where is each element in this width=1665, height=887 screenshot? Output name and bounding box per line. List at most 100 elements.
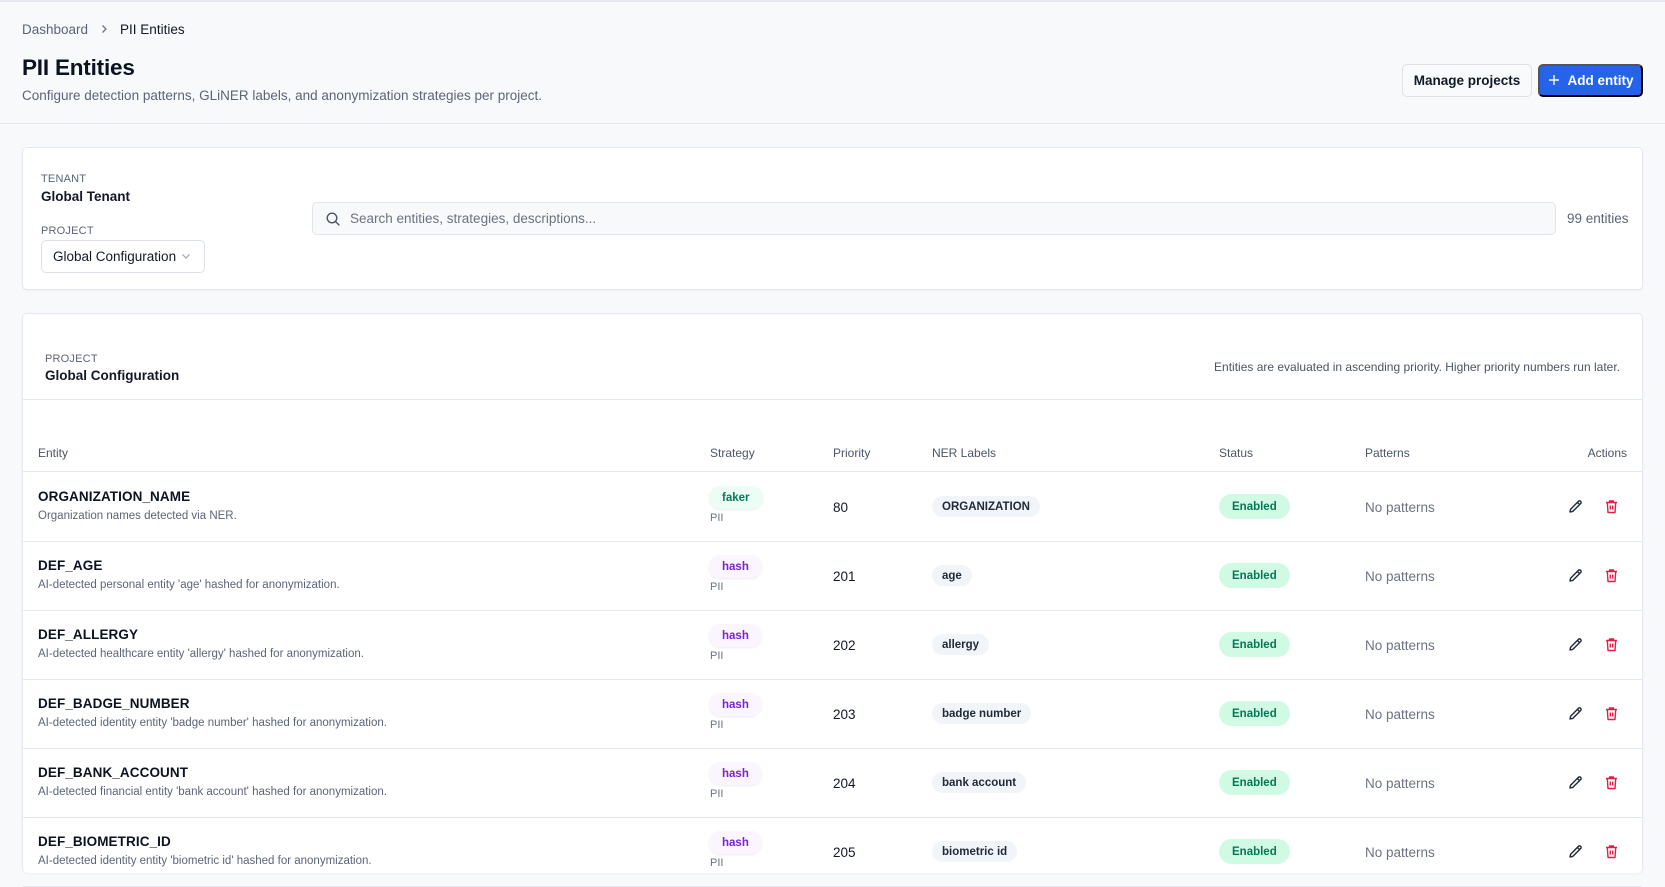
status-badge: Enabled: [1219, 563, 1290, 588]
entity-name: DEF_BADGE_NUMBER: [38, 696, 190, 711]
ner-label-chip: badge number: [932, 703, 1032, 724]
table-row: DEF_BADGE_NUMBER AI-detected identity en…: [23, 680, 1642, 749]
breadcrumb-dashboard-link[interactable]: Dashboard: [22, 22, 89, 37]
trash-icon[interactable]: [1603, 498, 1620, 515]
page-subtitle: Configure detection patterns, GLiNER lab…: [22, 88, 543, 103]
column-header-status: Status: [1219, 446, 1254, 460]
breadcrumb-current: PII Entities: [120, 22, 185, 37]
entity-name: DEF_ALLERGY: [38, 627, 139, 642]
priority-value: 204: [833, 776, 856, 791]
strategy-badge: hash: [709, 624, 762, 647]
project-select[interactable]: Global Configuration: [41, 240, 205, 273]
status-badge: Enabled: [1219, 632, 1290, 657]
patterns-value: No patterns: [1365, 707, 1435, 722]
priority-value: 201: [833, 569, 856, 584]
search-icon: [325, 211, 341, 227]
entity-description: AI-detected identity entity 'badge numbe…: [38, 717, 387, 729]
project-section-header: PROJECT Global Configuration Entities ar…: [23, 314, 1642, 400]
edit-icon[interactable]: [1567, 705, 1584, 722]
ner-label-chip: biometric id: [932, 841, 1018, 862]
manage-projects-button[interactable]: Manage projects: [1402, 64, 1532, 97]
entity-name: ORGANIZATION_NAME: [38, 489, 191, 504]
column-header-ner-labels: NER Labels: [932, 446, 997, 460]
entities-table-card: PROJECT Global Configuration Entities ar…: [22, 313, 1643, 887]
filter-card: TENANT Global Tenant PROJECT Global Conf…: [22, 147, 1643, 290]
ner-label-chip: bank account: [932, 772, 1027, 793]
edit-icon[interactable]: [1567, 567, 1584, 584]
strategy-category: PII: [710, 512, 724, 524]
table-row: DEF_AGE AI-detected personal entity 'age…: [23, 542, 1642, 611]
strategy-badge: faker: [709, 486, 763, 509]
ner-label-chip: age: [932, 565, 972, 586]
patterns-value: No patterns: [1365, 845, 1435, 860]
plus-icon: [1548, 71, 1560, 89]
add-entity-label: Add entity: [1567, 73, 1634, 88]
priority-value: 80: [833, 500, 849, 515]
column-header-patterns: Patterns: [1365, 446, 1410, 460]
strategy-category: PII: [710, 857, 724, 869]
trash-icon[interactable]: [1603, 705, 1620, 722]
section-project-value: Global Configuration: [45, 368, 180, 383]
patterns-value: No patterns: [1365, 500, 1435, 515]
strategy-category: PII: [710, 581, 724, 593]
entity-count: 99 entities: [1567, 211, 1629, 226]
status-badge: Enabled: [1219, 701, 1290, 726]
chevron-right-icon: [99, 23, 109, 37]
table-row: ORGANIZATION_NAME Organization names det…: [23, 473, 1642, 542]
search-input[interactable]: [350, 203, 1545, 234]
entity-name: DEF_BANK_ACCOUNT: [38, 765, 189, 780]
table-header: Entity Strategy Priority NER Labels Stat…: [23, 400, 1642, 472]
section-project-label: PROJECT: [45, 353, 98, 365]
trash-icon[interactable]: [1603, 567, 1620, 584]
strategy-badge: hash: [709, 831, 762, 854]
strategy-badge: hash: [709, 762, 762, 785]
trash-icon[interactable]: [1603, 774, 1620, 791]
priority-value: 203: [833, 707, 856, 722]
status-badge: Enabled: [1219, 770, 1290, 795]
edit-icon[interactable]: [1567, 843, 1584, 860]
trash-icon[interactable]: [1603, 636, 1620, 653]
edit-icon[interactable]: [1567, 774, 1584, 791]
column-header-priority: Priority: [833, 446, 871, 460]
ner-label-chip: allergy: [932, 634, 990, 655]
strategy-badge: hash: [709, 555, 762, 578]
strategy-badge: hash: [709, 693, 762, 716]
priority-value: 205: [833, 845, 856, 860]
patterns-value: No patterns: [1365, 776, 1435, 791]
page-title: PII Entities: [22, 55, 135, 80]
top-border: [0, 0, 1665, 2]
manage-projects-label: Manage projects: [1413, 73, 1521, 88]
table-row: DEF_ALLERGY AI-detected healthcare entit…: [23, 611, 1642, 680]
patterns-value: No patterns: [1365, 638, 1435, 653]
table-row: DEF_BIOMETRIC_ID AI-detected identity en…: [23, 818, 1642, 887]
entity-description: Organization names detected via NER.: [38, 510, 237, 522]
strategy-category: PII: [710, 650, 724, 662]
edit-icon[interactable]: [1567, 636, 1584, 653]
entity-name: DEF_BIOMETRIC_ID: [38, 834, 171, 849]
column-header-actions: Actions: [1587, 446, 1627, 460]
entity-description: AI-detected identity entity 'biometric i…: [38, 855, 372, 867]
search-box[interactable]: [312, 202, 1556, 235]
project-select-value: Global Configuration: [53, 249, 177, 264]
chevron-down-icon: [180, 250, 192, 262]
trash-icon[interactable]: [1603, 843, 1620, 860]
column-header-entity: Entity: [38, 446, 69, 460]
breadcrumb: Dashboard PII Entities: [22, 22, 185, 37]
status-badge: Enabled: [1219, 494, 1290, 519]
edit-icon[interactable]: [1567, 498, 1584, 515]
priority-note: Entities are evaluated in ascending prio…: [1214, 360, 1620, 374]
entity-name: DEF_AGE: [38, 558, 103, 573]
strategy-category: PII: [710, 719, 724, 731]
entity-description: AI-detected healthcare entity 'allergy' …: [38, 648, 364, 660]
tenant-value: Global Tenant: [41, 189, 131, 204]
table-row: DEF_BANK_ACCOUNT AI-detected financial e…: [23, 749, 1642, 818]
project-label: PROJECT: [41, 225, 94, 237]
tenant-label: TENANT: [41, 173, 87, 185]
entity-description: AI-detected personal entity 'age' hashed…: [38, 579, 340, 591]
patterns-value: No patterns: [1365, 569, 1435, 584]
ner-label-chip: ORGANIZATION: [932, 496, 1040, 517]
column-header-strategy: Strategy: [710, 446, 755, 460]
add-entity-button[interactable]: Add entity: [1538, 64, 1643, 97]
priority-value: 202: [833, 638, 856, 653]
page-header: Dashboard PII Entities PII Entities Conf…: [0, 2, 1665, 124]
